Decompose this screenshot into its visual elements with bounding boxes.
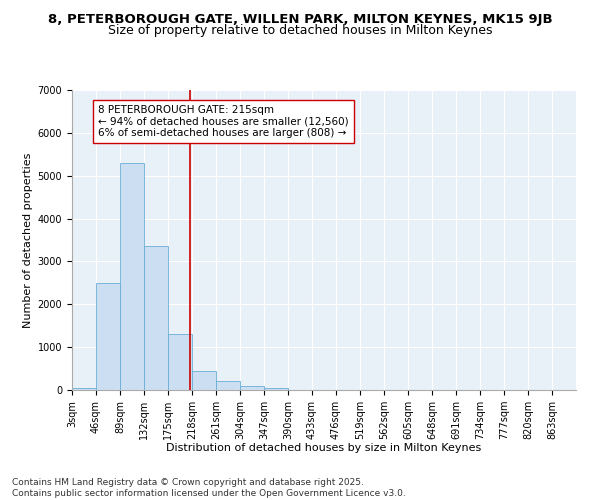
Bar xyxy=(192,370,216,390)
Bar xyxy=(120,163,144,390)
Bar xyxy=(144,246,168,390)
X-axis label: Distribution of detached houses by size in Milton Keynes: Distribution of detached houses by size … xyxy=(166,444,482,454)
Bar xyxy=(240,386,264,390)
Bar xyxy=(96,283,120,390)
Text: Contains HM Land Registry data © Crown copyright and database right 2025.
Contai: Contains HM Land Registry data © Crown c… xyxy=(12,478,406,498)
Bar xyxy=(168,334,192,390)
Bar xyxy=(264,388,288,390)
Bar xyxy=(216,382,240,390)
Text: Size of property relative to detached houses in Milton Keynes: Size of property relative to detached ho… xyxy=(108,24,492,37)
Text: 8 PETERBOROUGH GATE: 215sqm
← 94% of detached houses are smaller (12,560)
6% of : 8 PETERBOROUGH GATE: 215sqm ← 94% of det… xyxy=(98,105,349,138)
Y-axis label: Number of detached properties: Number of detached properties xyxy=(23,152,34,328)
Bar xyxy=(72,388,96,390)
Text: 8, PETERBOROUGH GATE, WILLEN PARK, MILTON KEYNES, MK15 9JB: 8, PETERBOROUGH GATE, WILLEN PARK, MILTO… xyxy=(47,12,553,26)
